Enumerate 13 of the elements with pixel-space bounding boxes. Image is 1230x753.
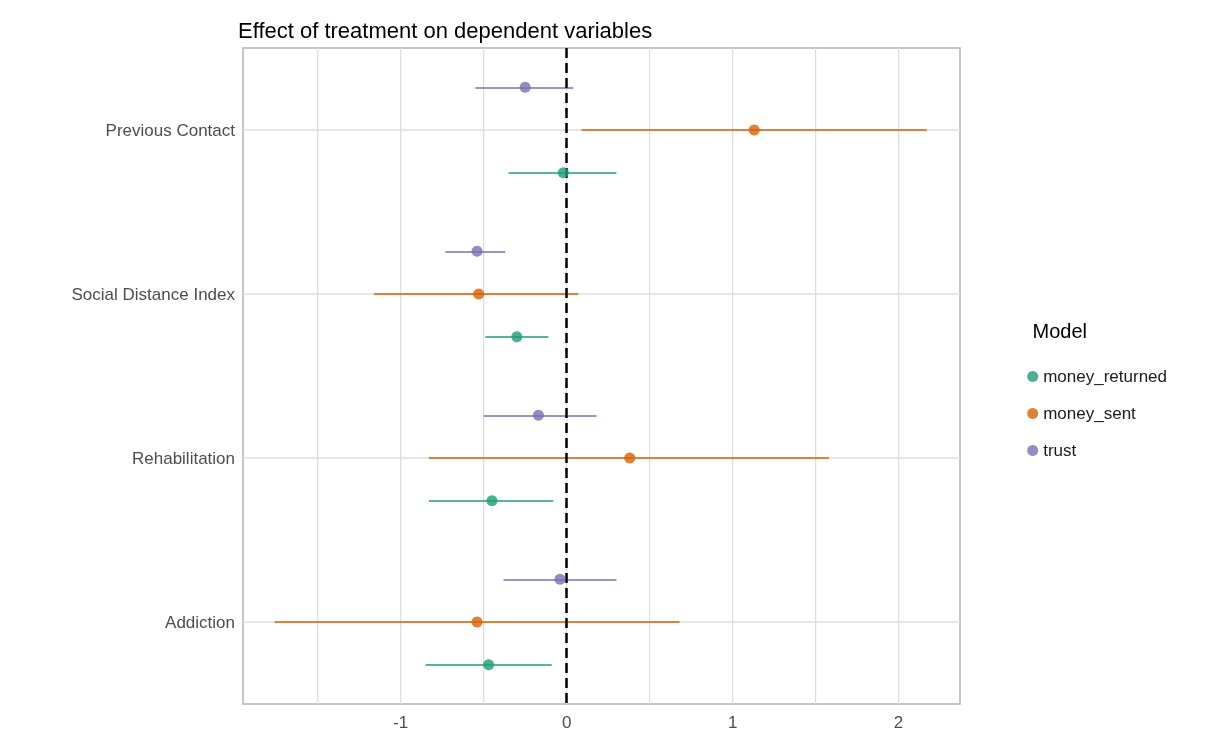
- y-tick-label: Addiction: [165, 612, 235, 632]
- legend-label: trust: [1043, 441, 1077, 460]
- y-tick-label: Rehabilitation: [131, 448, 235, 468]
- x-tick-label: 0: [561, 713, 572, 732]
- legend-title: Model: [1032, 320, 1088, 342]
- x-tick-label: 1: [727, 713, 738, 732]
- legend-label: money_returned: [1043, 367, 1168, 386]
- x-tick-label: -1: [393, 713, 409, 732]
- y-tick-label: Previous Contact: [105, 120, 236, 140]
- x-tick-label: 2: [893, 713, 904, 732]
- legend-label: money_sent: [1043, 404, 1137, 423]
- y-tick-label: Social Distance Index: [71, 284, 236, 304]
- chart-title: Effect of treatment on dependent variables: [238, 17, 653, 43]
